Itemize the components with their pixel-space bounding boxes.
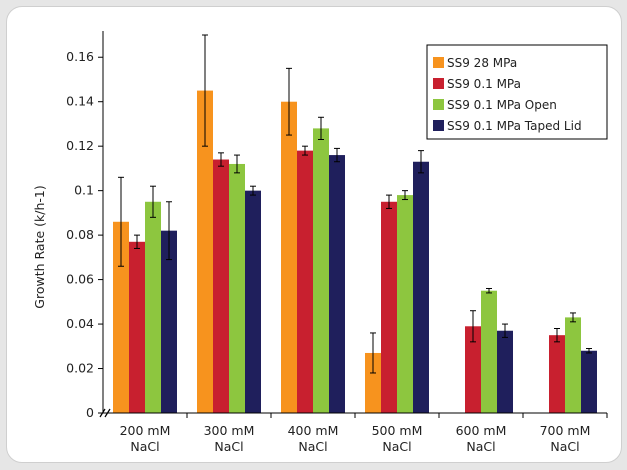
bar (245, 190, 261, 413)
error-bars-layer (118, 34, 592, 374)
bar (329, 155, 345, 413)
y-tick-label: 0.04 (66, 316, 94, 331)
bar (465, 326, 481, 413)
legend-swatch (433, 120, 444, 131)
legend-swatch (433, 78, 444, 89)
legend-label: SS9 0.1 MPa Open (447, 98, 557, 112)
bar (581, 350, 597, 413)
x-category-label: NaCl (382, 439, 411, 454)
bars-layer (113, 90, 597, 414)
bar (145, 201, 161, 413)
x-category-label: 700 mM (540, 423, 591, 438)
x-category-label: 200 mM (120, 423, 171, 438)
x-category-label: NaCl (130, 439, 159, 454)
y-tick-label: 0.16 (66, 49, 94, 64)
bar (413, 161, 429, 413)
bar (161, 230, 177, 413)
chart-frame: 0 0.02 0.04 0.06 0.08 0.1 0.12 0.14 0.16 200 mM Na… (6, 6, 622, 463)
bar (365, 352, 381, 413)
legend-box (426, 44, 608, 140)
bar (213, 159, 229, 413)
legend-swatch (433, 99, 444, 110)
bar (313, 128, 329, 413)
bar (197, 90, 213, 414)
legend-label: SS9 0.1 MPa Taped Lid (447, 119, 582, 133)
x-category-label: 500 mM (372, 423, 423, 438)
axis-break-mark (104, 408, 111, 418)
bar (549, 335, 565, 413)
x-category-label: 600 mM (456, 423, 507, 438)
y-tick-label: 0.02 (66, 361, 94, 376)
y-tick-label: 0.1 (74, 183, 94, 198)
x-category-label: 400 mM (288, 423, 339, 438)
bar (297, 150, 313, 413)
bar (229, 163, 245, 413)
bar (397, 195, 413, 413)
x-category-label: NaCl (214, 439, 243, 454)
bar (129, 241, 145, 413)
y-tick-label: 0.14 (66, 94, 94, 109)
bar (113, 221, 129, 413)
y-axis-label: Growth Rate (k/h-1) (32, 185, 47, 308)
x-category-label: 300 mM (204, 423, 255, 438)
x-category-label: NaCl (550, 439, 579, 454)
bar (565, 317, 581, 413)
axis-break-mark (99, 408, 106, 418)
y-tick-label: 0.06 (66, 272, 94, 287)
bar (481, 290, 497, 413)
bar (381, 201, 397, 413)
legend: SS9 28 MPa SS9 0.1 MPa SS9 0.1 MPa Open SS9… (426, 44, 608, 140)
y-tick-label: 0.08 (66, 227, 94, 242)
y-tick-label: 0.12 (66, 138, 94, 153)
x-category-label: NaCl (298, 439, 327, 454)
bar (497, 330, 513, 413)
legend-label: SS9 0.1 MPa (447, 77, 521, 91)
legend-label: SS9 28 MPa (447, 56, 517, 70)
y-tick-label: 0 (86, 405, 94, 420)
legend-swatch (433, 57, 444, 68)
x-category-label: NaCl (466, 439, 495, 454)
bar (281, 101, 297, 414)
